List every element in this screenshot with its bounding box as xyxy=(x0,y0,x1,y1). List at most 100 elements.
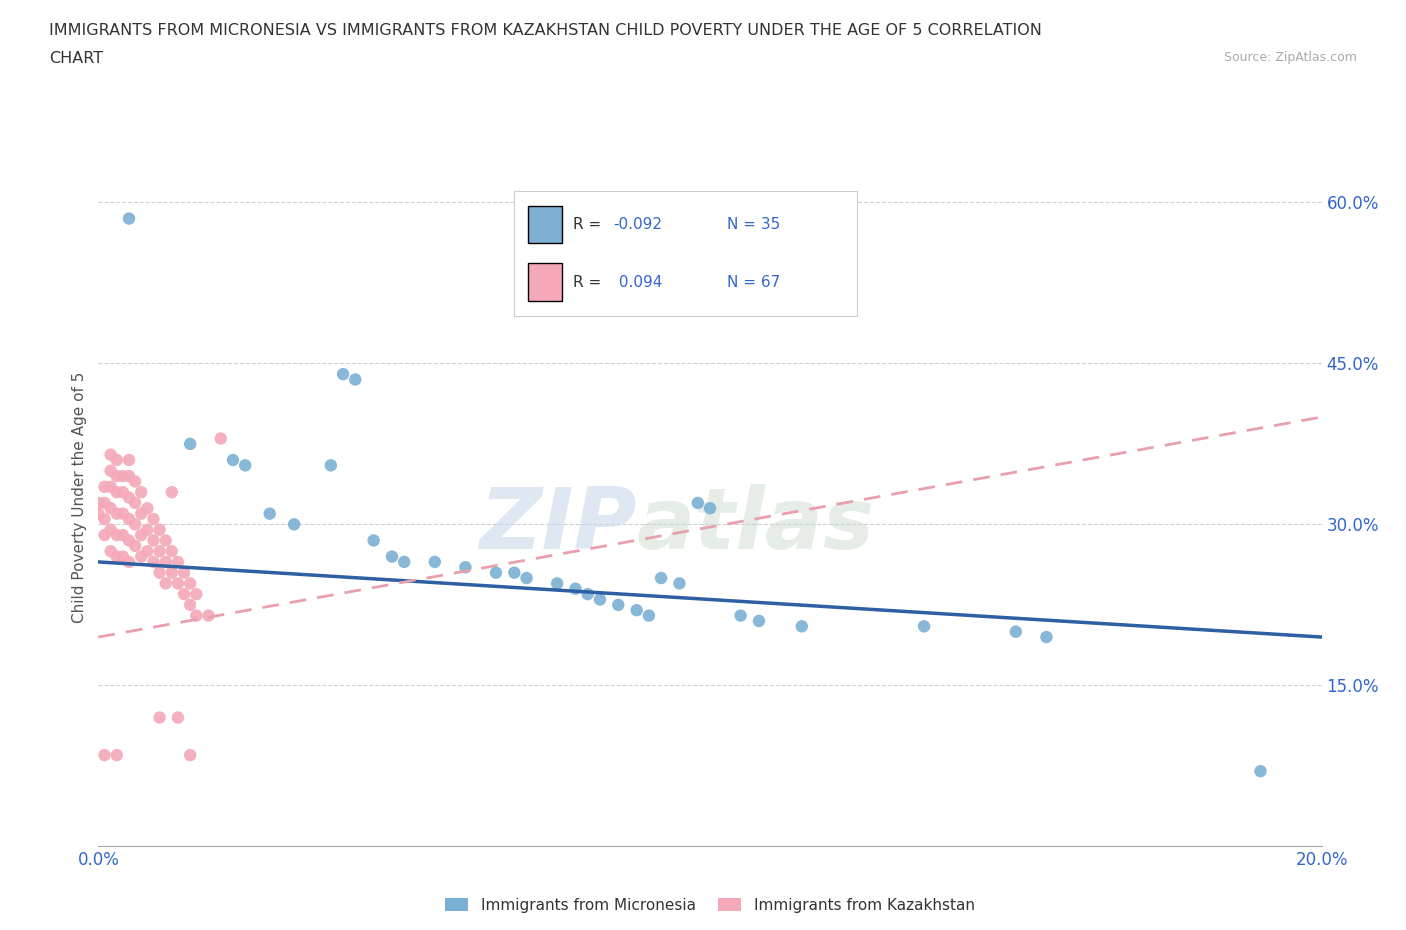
Point xyxy=(332,366,354,381)
Point xyxy=(686,496,709,511)
Text: CHART: CHART xyxy=(49,51,103,66)
Point xyxy=(93,748,115,763)
Point xyxy=(503,565,526,580)
Point xyxy=(790,618,813,633)
Point xyxy=(626,603,648,618)
Text: ZIP: ZIP xyxy=(479,484,637,567)
Point xyxy=(423,554,446,569)
Point xyxy=(1035,630,1057,644)
Point xyxy=(173,587,195,602)
Point xyxy=(129,549,152,564)
Text: IMMIGRANTS FROM MICRONESIA VS IMMIGRANTS FROM KAZAKHSTAN CHILD POVERTY UNDER THE: IMMIGRANTS FROM MICRONESIA VS IMMIGRANTS… xyxy=(49,23,1042,38)
Point xyxy=(167,554,190,569)
Point xyxy=(259,506,281,521)
Point xyxy=(516,571,538,586)
Point xyxy=(129,527,152,542)
Point xyxy=(100,501,122,516)
Point xyxy=(1249,764,1271,778)
Text: atlas: atlas xyxy=(637,484,875,567)
Point xyxy=(105,506,128,521)
Point xyxy=(118,490,141,505)
Point xyxy=(105,748,128,763)
Point xyxy=(118,554,141,569)
Point xyxy=(105,485,128,499)
Point xyxy=(87,496,110,511)
Point xyxy=(100,463,122,478)
Point xyxy=(167,576,190,591)
Point xyxy=(748,614,770,629)
Point xyxy=(1004,624,1026,639)
Point xyxy=(118,211,141,226)
Point xyxy=(136,544,159,559)
Point xyxy=(124,496,146,511)
Point xyxy=(363,533,385,548)
Point xyxy=(576,587,599,602)
Point xyxy=(179,597,201,612)
Point xyxy=(546,576,568,591)
Point xyxy=(105,469,128,484)
Point xyxy=(160,544,183,559)
Legend: Immigrants from Micronesia, Immigrants from Kazakhstan: Immigrants from Micronesia, Immigrants f… xyxy=(439,892,981,919)
Point xyxy=(124,474,146,489)
Point xyxy=(392,554,416,569)
Point xyxy=(485,565,508,580)
Point xyxy=(173,565,195,580)
Point xyxy=(118,469,141,484)
Point xyxy=(105,453,128,468)
Point xyxy=(142,554,165,569)
Point xyxy=(111,469,134,484)
Point xyxy=(209,432,232,446)
Point xyxy=(142,533,165,548)
Point xyxy=(118,453,141,468)
Point xyxy=(136,501,159,516)
Point xyxy=(111,485,134,499)
Point xyxy=(222,453,245,468)
Point xyxy=(454,560,477,575)
Point xyxy=(93,479,115,494)
Point xyxy=(344,372,367,387)
Point xyxy=(233,458,256,472)
Point xyxy=(93,527,115,542)
Point xyxy=(160,485,183,499)
Point xyxy=(100,544,122,559)
Point xyxy=(319,458,342,472)
Point xyxy=(111,506,134,521)
Point xyxy=(381,549,404,564)
Y-axis label: Child Poverty Under the Age of 5: Child Poverty Under the Age of 5 xyxy=(72,372,87,623)
Point xyxy=(129,506,152,521)
Point xyxy=(160,565,183,580)
Point xyxy=(142,512,165,526)
Point xyxy=(100,447,122,462)
Point xyxy=(668,576,690,591)
Point xyxy=(93,512,115,526)
Point xyxy=(105,549,128,564)
Point xyxy=(155,533,177,548)
Point xyxy=(179,436,201,451)
Point xyxy=(124,538,146,553)
Point xyxy=(149,565,172,580)
Point xyxy=(589,592,612,607)
Point xyxy=(564,581,586,596)
Point xyxy=(87,506,110,521)
Point xyxy=(136,523,159,538)
Point xyxy=(637,608,661,623)
Point xyxy=(197,608,219,623)
Point xyxy=(105,527,128,542)
Point xyxy=(149,711,172,725)
Point xyxy=(149,523,172,538)
Point xyxy=(118,533,141,548)
Point xyxy=(100,523,122,538)
Point xyxy=(111,549,134,564)
Point xyxy=(179,576,201,591)
Point xyxy=(155,576,177,591)
Point xyxy=(912,618,935,633)
Point xyxy=(186,587,208,602)
Point xyxy=(730,608,752,623)
Text: Source: ZipAtlas.com: Source: ZipAtlas.com xyxy=(1223,51,1357,64)
Point xyxy=(699,501,721,516)
Point xyxy=(111,527,134,542)
Point xyxy=(118,512,141,526)
Point xyxy=(129,485,152,499)
Point xyxy=(149,544,172,559)
Point xyxy=(179,748,201,763)
